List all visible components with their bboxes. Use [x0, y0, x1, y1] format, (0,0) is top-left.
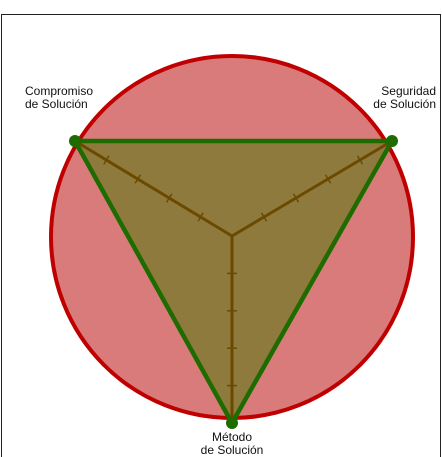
axis [231, 139, 393, 238]
node-label: de Solución [201, 443, 264, 457]
tick [197, 212, 204, 222]
axis [74, 139, 233, 238]
tick [165, 193, 173, 203]
tick [260, 212, 268, 222]
node-label: Compromiso [25, 84, 93, 98]
tick [324, 174, 332, 184]
node-label: Método [212, 430, 252, 444]
vertex [69, 135, 81, 147]
tick [356, 155, 364, 165]
node-label: Seguridad [381, 84, 436, 98]
tick [103, 155, 110, 165]
triangle-outline [72, 138, 395, 426]
axes [74, 139, 393, 423]
node-label: de Solución [373, 97, 436, 111]
frame [1, 14, 441, 457]
vertex [226, 417, 238, 429]
tick [134, 174, 142, 184]
axis-ticks [103, 155, 364, 387]
vertices [69, 135, 398, 429]
node-label: de Solución [25, 97, 88, 111]
tick [292, 193, 300, 203]
vertex [386, 135, 398, 147]
